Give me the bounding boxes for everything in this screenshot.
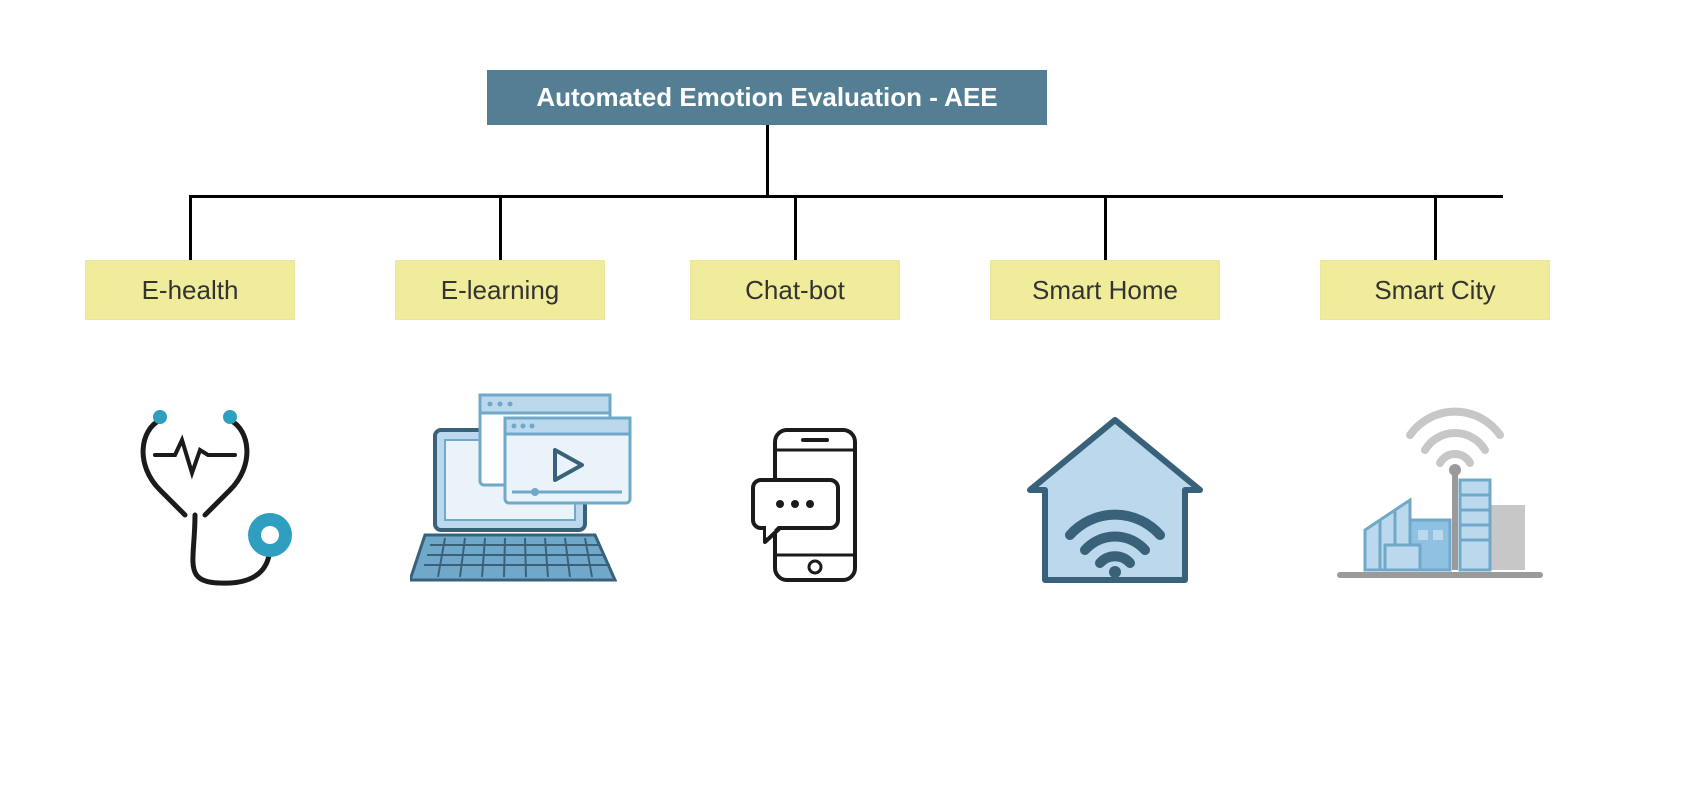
smart-home-icon bbox=[1015, 400, 1215, 600]
child-node-smartcity: Smart City bbox=[1320, 260, 1550, 320]
connector-segment bbox=[794, 195, 797, 260]
connector-segment bbox=[189, 195, 192, 260]
child-node-chatbot: Chat-bot bbox=[690, 260, 900, 320]
diagram-canvas: Automated Emotion Evaluation - AEE E-hea… bbox=[0, 0, 1690, 800]
child-node-smarthome: Smart Home bbox=[990, 260, 1220, 320]
connector-segment bbox=[190, 195, 1503, 198]
root-node: Automated Emotion Evaluation - AEE bbox=[487, 70, 1047, 125]
stethoscope-icon bbox=[120, 395, 320, 595]
child-node-ehealth: E-health bbox=[85, 260, 295, 320]
connector-segment bbox=[1434, 195, 1437, 260]
laptop-video-icon bbox=[410, 380, 640, 600]
connector-segment bbox=[1104, 195, 1107, 260]
phone-chat-icon bbox=[745, 420, 885, 590]
connector-segment bbox=[499, 195, 502, 260]
smart-city-icon bbox=[1330, 380, 1550, 600]
connector-segment bbox=[766, 125, 769, 195]
child-node-elearning: E-learning bbox=[395, 260, 605, 320]
